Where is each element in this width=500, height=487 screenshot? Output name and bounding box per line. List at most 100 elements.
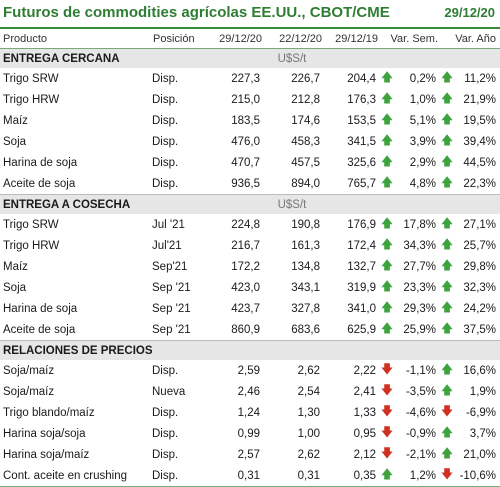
price-current: 860,9 [231,323,260,336]
position: Disp. [152,448,179,461]
var-ano: -6,9% [465,406,497,419]
product-name: Aceite de soja [3,177,76,190]
price-current: 936,5 [231,177,260,190]
position: Jul '21 [152,218,185,231]
price-current: 172,2 [231,260,260,273]
price-week-ago: 457,5 [291,156,320,169]
table-row: Harina soja/maíz Disp. 2,57 2,62 2,12 🡇 -2,1% 🡅… [0,444,500,465]
arrow-up-icon: 🡅 [440,258,454,272]
price-year-ago: 2,41 [353,385,376,398]
price-week-ago: 2,62 [297,448,320,461]
section-header-row: RELACIONES DE PRECIOS [0,340,500,360]
title-divider [0,27,500,29]
table-row: Cont. aceite en crushing Disp. 0,31 0,31 0,3… [0,465,500,487]
product-name: Harina de soja [3,156,78,169]
price-current: 476,0 [231,135,260,148]
product-name: Trigo HRW [3,93,60,106]
price-week-ago: 190,8 [291,218,320,231]
var-ano: 44,5% [463,156,497,169]
section-unit [262,340,322,360]
price-week-ago: 226,7 [291,72,320,85]
report-title: Futuros de commodities agrícolas EE.UU.,… [3,3,390,21]
var-ano: 19,5% [463,114,497,127]
arrow-up-icon: 🡅 [440,216,454,230]
col-header-date-3: 29/12/19 [322,29,378,49]
price-year-ago: 172,4 [347,239,376,252]
price-week-ago: 894,0 [291,177,320,190]
arrow-up-icon: 🡅 [380,133,394,147]
arrow-down-icon: 🡇 [380,446,394,460]
table-row: Harina soja/soja Disp. 0,99 1,00 0,95 🡇 -0,9% 🡅… [0,423,500,444]
product-name: Aceite de soja [3,323,76,336]
var-semana: 5,1% [409,114,437,127]
var-ano: 16,6% [463,364,497,377]
var-semana: 1,2% [409,469,437,482]
var-semana: 34,3% [403,239,437,252]
product-name: Maíz [3,260,28,273]
arrow-down-icon: 🡇 [380,383,394,397]
position: Sep '21 [152,323,191,336]
price-year-ago: 319,9 [347,281,376,294]
section-header-row: ENTREGA A COSECHA U$S/t [0,194,500,214]
position: Disp. [152,114,179,127]
arrow-down-icon: 🡇 [440,467,454,481]
var-semana: -1,1% [405,364,437,377]
table-row: Maíz Sep'21 172,2 134,8 132,7 🡅 27,7% 🡅 29,8% [0,256,500,277]
arrow-up-icon: 🡅 [380,91,394,105]
arrow-up-icon: 🡅 [380,216,394,230]
arrow-up-icon: 🡅 [440,70,454,84]
position: Disp. [152,364,179,377]
position: Jul'21 [152,239,182,252]
arrow-up-icon: 🡅 [380,175,394,189]
var-semana: 27,7% [403,260,437,273]
table-row: Soja/maíz Disp. 2,59 2,62 2,22 🡇 -1,1% 🡅 16,6% [0,360,500,381]
price-week-ago: 174,6 [291,114,320,127]
price-current: 2,59 [237,364,260,377]
table-row: Aceite de soja Sep '21 860,9 683,6 625,9 🡅 25,… [0,319,500,341]
var-semana: -2,1% [405,448,437,461]
price-current: 1,24 [237,406,260,419]
report-date: 29/12/20 [444,4,495,20]
table-row: Soja Sep '21 423,0 343,1 319,9 🡅 23,3% 🡅 32,3% [0,277,500,298]
var-ano: 29,8% [463,260,497,273]
var-ano: 25,7% [463,239,497,252]
var-semana: 0,2% [409,72,437,85]
arrow-down-icon: 🡇 [380,425,394,439]
price-year-ago: 0,35 [353,469,376,482]
position: Disp. [152,469,179,482]
price-current: 423,7 [231,302,260,315]
product-name: Harina soja/soja [3,427,86,440]
section-filler [322,340,500,360]
var-semana: 3,9% [409,135,437,148]
arrow-up-icon: 🡅 [380,112,394,126]
var-ano: 32,3% [463,281,497,294]
var-semana: 25,9% [403,323,437,336]
arrow-up-icon: 🡅 [440,383,454,397]
price-week-ago: 212,8 [291,93,320,106]
table-row: Maíz Disp. 183,5 174,6 153,5 🡅 5,1% 🡅 19,5% [0,110,500,131]
price-week-ago: 327,8 [291,302,320,315]
arrow-up-icon: 🡅 [380,467,394,481]
price-current: 216,7 [231,239,260,252]
section-filler [322,48,500,68]
price-week-ago: 683,6 [291,323,320,336]
price-year-ago: 341,0 [347,302,376,315]
price-week-ago: 343,1 [291,281,320,294]
price-year-ago: 153,5 [347,114,376,127]
section-title: RELACIONES DE PRECIOS [0,340,262,360]
product-name: Trigo HRW [3,239,60,252]
table-row: Trigo HRW Jul'21 216,7 161,3 172,4 🡅 34,3% 🡅 25,… [0,235,500,256]
price-year-ago: 176,9 [347,218,376,231]
price-current: 215,0 [231,93,260,106]
product-name: Trigo SRW [3,218,59,231]
position: Disp. [152,406,179,419]
product-name: Cont. aceite en crushing [3,469,128,482]
arrow-down-icon: 🡇 [380,362,394,376]
price-current: 2,57 [237,448,260,461]
arrow-up-icon: 🡅 [440,237,454,251]
price-year-ago: 625,9 [347,323,376,336]
table-row: Soja Disp. 476,0 458,3 341,5 🡅 3,9% 🡅 39,4% [0,131,500,152]
col-header-date-2: 22/12/20 [262,29,322,49]
product-name: Soja/maíz [3,364,55,377]
arrow-up-icon: 🡅 [440,91,454,105]
